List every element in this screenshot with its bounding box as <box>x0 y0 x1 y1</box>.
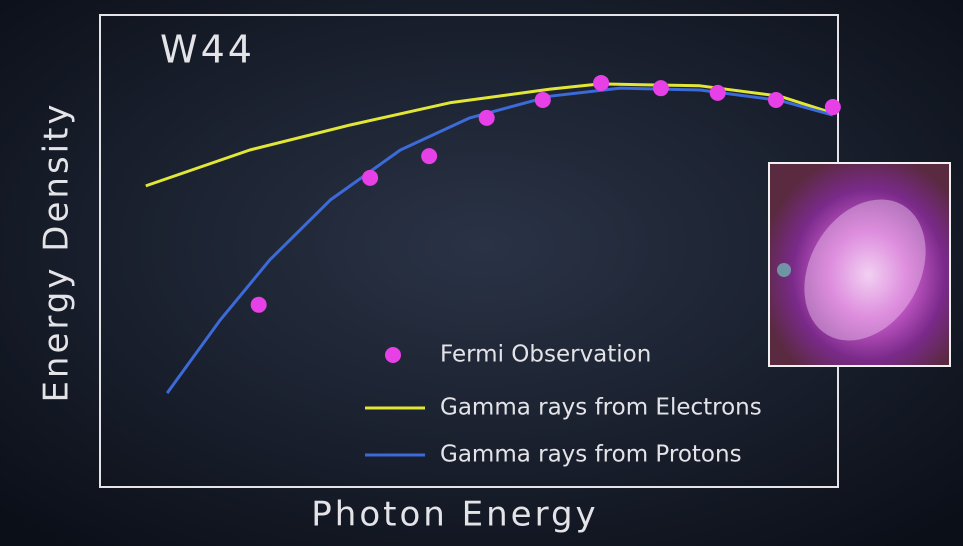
data-point <box>593 75 609 91</box>
legend-label: Gamma rays from Electrons <box>440 395 762 421</box>
data-point <box>535 92 551 108</box>
y-axis-label: Energy Density <box>37 101 77 402</box>
legend-label: Fermi Observation <box>440 342 651 368</box>
data-point <box>479 110 495 126</box>
data-point <box>710 85 726 101</box>
data-point <box>825 99 841 115</box>
data-point <box>362 170 378 186</box>
inset-image <box>769 163 950 366</box>
data-point <box>768 92 784 108</box>
legend-marker <box>385 347 401 363</box>
data-point <box>653 80 669 96</box>
chart: W44 Photon Energy Energy Density Fermi O… <box>0 0 963 546</box>
data-point <box>421 148 437 164</box>
legend-label: Gamma rays from Protons <box>440 442 742 468</box>
x-axis-label: Photon Energy <box>311 495 598 535</box>
data-point <box>251 297 267 313</box>
chart-title: W44 <box>160 28 255 72</box>
